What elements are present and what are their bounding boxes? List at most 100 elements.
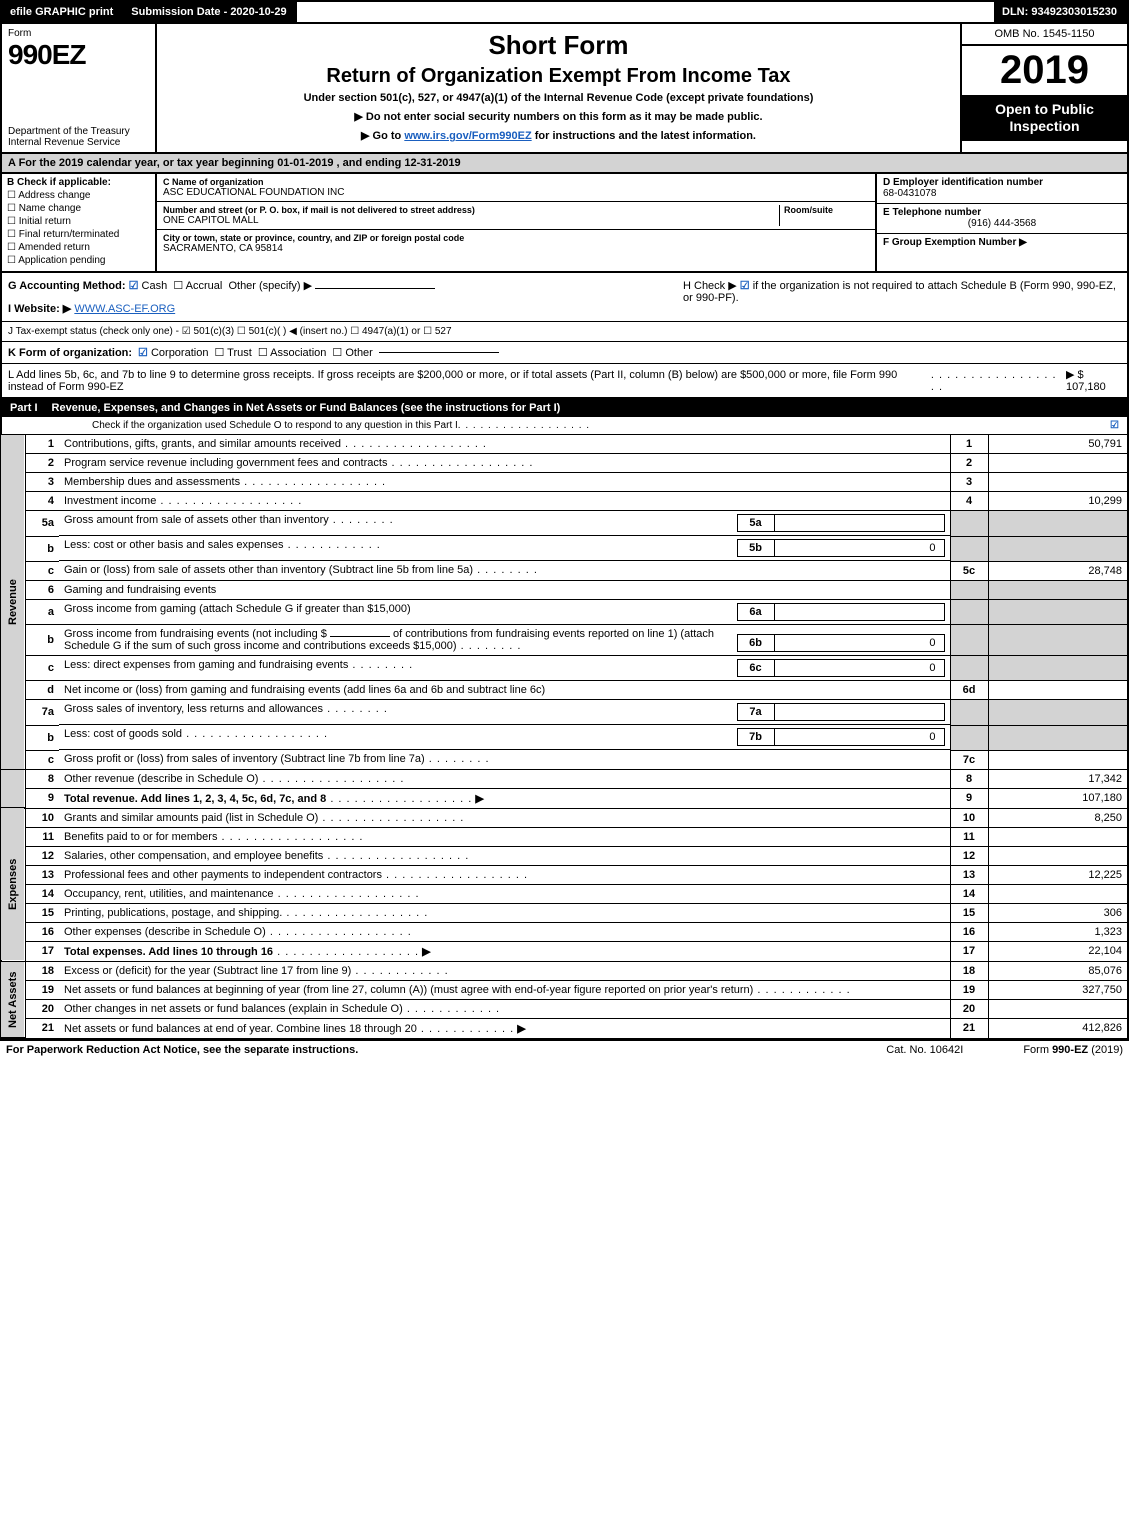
- l7b-amt-shade: [988, 725, 1128, 750]
- ein-label: D Employer identification number: [883, 177, 1121, 188]
- l5b-sl: 5b: [737, 539, 775, 557]
- l6a-sl: 6a: [737, 603, 775, 621]
- row-l-amount: ▶ $ 107,180: [1066, 368, 1121, 393]
- omb-number: OMB No. 1545-1150: [962, 24, 1127, 46]
- other-org-input[interactable]: [379, 352, 499, 353]
- chk-h[interactable]: [740, 280, 753, 292]
- city-label: City or town, state or province, country…: [163, 233, 869, 243]
- chk-name-change[interactable]: Name change: [7, 203, 150, 214]
- l6c-rn-shade: [950, 656, 988, 681]
- efile-print[interactable]: efile GRAPHIC print: [2, 2, 123, 22]
- l5c-rn: 5c: [950, 561, 988, 580]
- irs-link[interactable]: www.irs.gov/Form990EZ: [404, 130, 531, 142]
- l3-rn: 3: [950, 473, 988, 492]
- l6b-blank[interactable]: [330, 636, 390, 637]
- l7c-rn: 7c: [950, 750, 988, 769]
- row-i-label: I Website: ▶: [8, 303, 71, 315]
- l5a-num: 5a: [25, 511, 59, 537]
- l6-num: 6: [25, 580, 59, 599]
- l3-num: 3: [25, 473, 59, 492]
- l11-amount: [988, 827, 1128, 846]
- l18-rn: 18: [950, 961, 988, 980]
- form-word: Form: [8, 28, 149, 39]
- l5c-amount: 28,748: [988, 561, 1128, 580]
- short-form-title: Short Form: [165, 30, 952, 61]
- room-label: Room/suite: [784, 205, 869, 215]
- footer-right-bold: 990-EZ: [1052, 1044, 1088, 1056]
- chk-amended-return[interactable]: Amended return: [7, 242, 150, 253]
- website-link[interactable]: WWW.ASC-EF.ORG: [74, 303, 175, 315]
- l9-desc: Total revenue. Add lines 1, 2, 3, 4, 5c,…: [64, 793, 326, 805]
- l6a-amt-shade: [988, 599, 1128, 625]
- l14-amount: [988, 884, 1128, 903]
- other-specify-input[interactable]: [315, 288, 435, 289]
- chk-association[interactable]: Association: [258, 346, 327, 359]
- chk-other-org[interactable]: Other: [332, 346, 372, 359]
- l6b-desc1: Gross income from fundraising events (no…: [64, 628, 327, 640]
- l20-amount: [988, 999, 1128, 1018]
- chk-final-return[interactable]: Final return/terminated: [7, 229, 150, 240]
- ein-value: 68-0431078: [883, 188, 1121, 199]
- part1-title: Revenue, Expenses, and Changes in Net As…: [52, 402, 1119, 414]
- l16-rn: 16: [950, 922, 988, 941]
- l5b-sv: 0: [775, 539, 945, 557]
- chk-cash[interactable]: Cash: [129, 280, 168, 292]
- l19-num: 19: [25, 980, 59, 999]
- l6c-sv: 0: [775, 659, 945, 677]
- l20-rn: 20: [950, 999, 988, 1018]
- l6a-sv: [775, 603, 945, 621]
- l9-num: 9: [25, 788, 59, 808]
- l11-num: 11: [25, 827, 59, 846]
- l4-amount: 10,299: [988, 492, 1128, 511]
- l5b-num: b: [25, 536, 59, 561]
- l2-amount: [988, 454, 1128, 473]
- info-block-bcd: B Check if applicable: Address change Na…: [0, 174, 1129, 273]
- chk-initial-return[interactable]: Initial return: [7, 216, 150, 227]
- return-title: Return of Organization Exempt From Incom…: [165, 65, 952, 88]
- instr-goto-post: for instructions and the latest informat…: [532, 130, 756, 142]
- line-a-tax-year: A For the 2019 calendar year, or tax yea…: [0, 154, 1129, 174]
- other-specify: Other (specify) ▶: [228, 280, 312, 292]
- l20-desc: Other changes in net assets or fund bala…: [64, 1003, 403, 1015]
- submission-date: Submission Date - 2020-10-29: [123, 2, 296, 22]
- l5a-rn-shade: [950, 511, 988, 537]
- l16-amount: 1,323: [988, 922, 1128, 941]
- l8-desc: Other revenue (describe in Schedule O): [64, 773, 258, 785]
- l1-rn: 1: [950, 435, 988, 454]
- row-l: L Add lines 5b, 6c, and 7b to line 9 to …: [0, 364, 1129, 399]
- l6b-sv: 0: [775, 634, 945, 652]
- l6c-num: c: [25, 656, 59, 681]
- instr-goto: ▶ Go to www.irs.gov/Form990EZ for instru…: [165, 129, 952, 142]
- l5c-desc: Gain or (loss) from sale of assets other…: [64, 564, 473, 576]
- l6a-num: a: [25, 599, 59, 625]
- tax-year: 2019: [962, 46, 1127, 95]
- part1-sub-check[interactable]: ☑: [1110, 420, 1119, 431]
- l13-num: 13: [25, 865, 59, 884]
- chk-trust[interactable]: Trust: [214, 346, 251, 359]
- chk-corporation[interactable]: Corporation: [138, 346, 208, 359]
- chk-application-pending[interactable]: Application pending: [7, 255, 150, 266]
- l5a-amt-shade: [988, 511, 1128, 537]
- l14-num: 14: [25, 884, 59, 903]
- l7a-num: 7a: [25, 700, 59, 726]
- l6d-amount: [988, 681, 1128, 700]
- l4-num: 4: [25, 492, 59, 511]
- chk-accrual[interactable]: Accrual: [173, 280, 222, 292]
- col-b: B Check if applicable: Address change Na…: [2, 174, 157, 271]
- part1-sub-text: Check if the organization used Schedule …: [92, 420, 458, 431]
- l15-amount: 306: [988, 903, 1128, 922]
- l12-num: 12: [25, 846, 59, 865]
- l19-desc: Net assets or fund balances at beginning…: [64, 984, 753, 996]
- chk-address-change[interactable]: Address change: [7, 190, 150, 201]
- l12-amount: [988, 846, 1128, 865]
- l6b-rn-shade: [950, 625, 988, 656]
- l5a-desc: Gross amount from sale of assets other t…: [64, 514, 329, 526]
- l20-num: 20: [25, 999, 59, 1018]
- l7b-rn-shade: [950, 725, 988, 750]
- l7a-sv: [775, 703, 945, 721]
- l6b-num: b: [25, 625, 59, 656]
- l13-amount: 12,225: [988, 865, 1128, 884]
- l7b-sv: 0: [775, 728, 945, 746]
- l6b-amt-shade: [988, 625, 1128, 656]
- footer-right: Form 990-EZ (2019): [1023, 1044, 1123, 1056]
